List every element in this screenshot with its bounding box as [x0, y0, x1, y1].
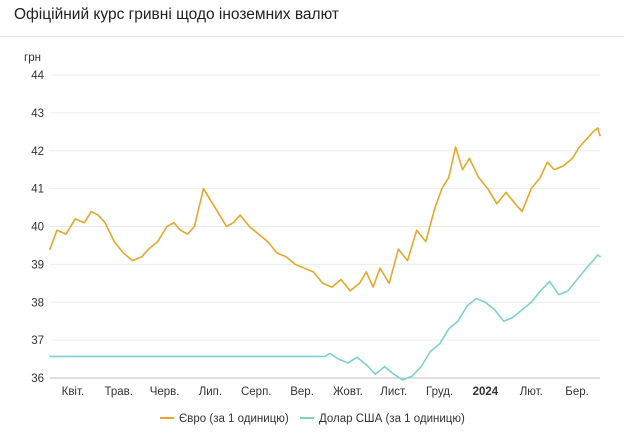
x-tick-label: 2024: [473, 386, 499, 398]
x-axis: Квіт. Трав. Черв. Лип. Серп. Вер. Жовт. Лист. Гр…: [62, 386, 589, 398]
chart-title: Офіційний курс гривні щодо іноземних вал…: [14, 6, 339, 23]
legend-label: Долар США (за 1 одиницю): [319, 413, 465, 425]
y-tick-label: 37: [31, 335, 44, 347]
y-tick-label: 40: [31, 222, 44, 234]
x-tick-label: Жовт.: [333, 386, 363, 398]
title-divider: [0, 36, 624, 37]
x-tick-label: Бер.: [565, 386, 589, 398]
x-tick-label: Лист.: [380, 386, 407, 398]
legend-item-euro[interactable]: Євро (за 1 одиницю): [160, 413, 289, 425]
legend-item-usd[interactable]: Долар США (за 1 одиницю): [300, 413, 465, 425]
chart-legend[interactable]: Євро (за 1 одиницю) Долар США (за 1 одини…: [160, 413, 465, 425]
y-axis: 44 43 42 41 40 39 38 37 36 грн: [24, 52, 45, 385]
x-tick-label: Квіт.: [62, 386, 85, 398]
y-tick-label: 44: [31, 70, 44, 82]
y-tick-label: 41: [31, 184, 44, 196]
x-tick-label: Лют.: [520, 386, 543, 398]
x-tick-label: Серп.: [241, 386, 272, 398]
y-tick-label: 38: [31, 297, 44, 309]
x-tick-label: Трав.: [105, 386, 133, 398]
chart-grid: [50, 74, 600, 379]
x-tick-label: Лип.: [199, 386, 222, 398]
y-tick-label: 42: [31, 146, 44, 158]
x-tick-label: Вер.: [290, 386, 314, 398]
x-tick-label: Черв.: [150, 386, 180, 398]
y-tick-label: 43: [31, 108, 44, 120]
x-tick-label: Груд.: [426, 386, 453, 398]
legend-label: Євро (за 1 одиницю): [179, 413, 289, 425]
y-tick-label: 39: [31, 259, 44, 271]
y-tick-label: 36: [31, 373, 44, 385]
y-axis-label: грн: [24, 52, 41, 64]
series-line-usd: [49, 254, 601, 381]
chart-series: [49, 127, 601, 381]
series-line-euro: [49, 127, 601, 292]
